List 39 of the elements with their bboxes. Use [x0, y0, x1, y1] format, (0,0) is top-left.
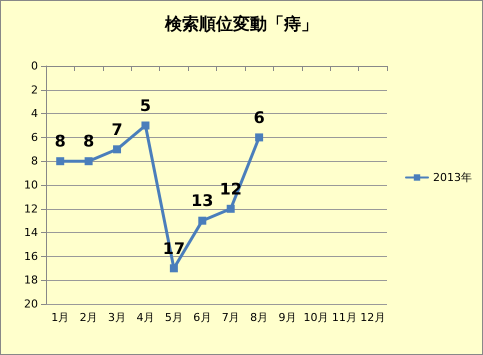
- y-tick-label: 6: [31, 130, 38, 144]
- data-label: 13: [191, 191, 214, 210]
- x-tick-label: 1月: [51, 311, 70, 324]
- point: [141, 122, 150, 130]
- y-tick-label: 12: [24, 202, 38, 216]
- x-tick-label: 5月: [164, 311, 183, 324]
- y-tick-label: 0: [31, 60, 38, 72]
- legend-label: 2013年: [433, 171, 472, 184]
- x-tick-label: 11月: [332, 311, 357, 324]
- chart-title: 検索順位変動「痔」: [164, 14, 318, 34]
- point: [170, 264, 178, 272]
- point: [56, 157, 64, 166]
- y-tick-label: 20: [24, 298, 38, 310]
- y-tick-label: 2: [31, 83, 38, 96]
- data-label: 6: [254, 108, 265, 127]
- y-tick-label: 8: [31, 154, 38, 168]
- y-tick-label: 16: [24, 250, 38, 263]
- x-tick-label: 2月: [80, 311, 98, 324]
- y-tick-label: 18: [24, 274, 38, 287]
- x-tick-label: 7月: [222, 311, 240, 324]
- y-tick-label: 14: [24, 226, 38, 240]
- point: [84, 157, 93, 166]
- point: [113, 145, 122, 154]
- x-tick-label: 4月: [136, 311, 154, 324]
- point: [226, 204, 235, 213]
- x-tick-label: 8月: [250, 311, 268, 324]
- point: [198, 216, 206, 225]
- x-tick-label: 10月: [303, 311, 328, 324]
- data-label: 5: [140, 96, 152, 115]
- x-tick-label: 3月: [108, 311, 126, 324]
- data-label: 8: [83, 132, 94, 151]
- point: [255, 133, 264, 142]
- x-tick-label: 6月: [193, 311, 212, 324]
- y-tick-label: 4: [31, 107, 38, 120]
- y-tick-label: 10: [24, 178, 38, 192]
- x-tick-label: 12月: [360, 311, 386, 324]
- x-tick-label: 9月: [278, 311, 297, 324]
- data-label: 8: [54, 132, 66, 151]
- data-label: 7: [111, 120, 123, 139]
